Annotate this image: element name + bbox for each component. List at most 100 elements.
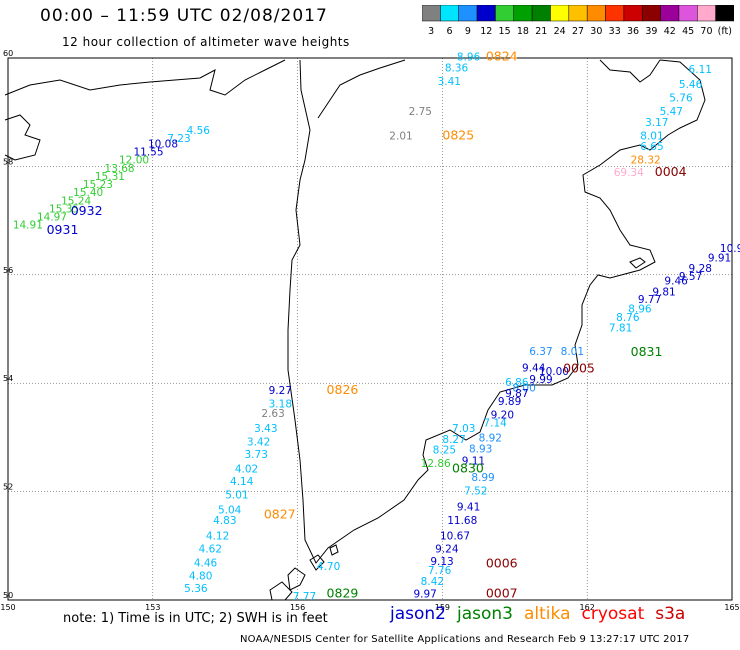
wave-height-value: 5.36	[184, 583, 208, 595]
wave-height-value: 4.56	[187, 125, 211, 137]
wave-height-value: 3.18	[269, 399, 292, 411]
wave-height-value: 3.41	[438, 76, 461, 88]
colorbar-label: 33	[609, 26, 621, 37]
wave-height-value: 4.14	[230, 476, 254, 488]
wave-height-value: 10.67	[440, 530, 470, 542]
wave-height-value: 2.01	[389, 130, 412, 142]
satellite-legend: jason2 jason3 altika cryosat s3a	[390, 604, 696, 624]
pass-time-label: 0826	[327, 382, 359, 397]
wave-height-value: 6.65	[640, 141, 663, 153]
longitude-label: 162	[580, 603, 595, 612]
wave-height-value: 3.42	[247, 437, 270, 449]
map-title: 00:00 – 11:59 UTC 02/08/2017	[40, 6, 328, 26]
wave-height-value: 6.86	[505, 377, 529, 389]
wave-height-colorbar: 3 6 9 12 15 18 21 24 27 30 33 36 39 42 45 70 (ft)	[422, 5, 734, 37]
colorbar-label: 21	[535, 26, 547, 37]
longitude-label: 153	[145, 603, 160, 612]
wave-height-value: 8.76	[616, 312, 640, 324]
wave-height-value: 8.96	[628, 304, 652, 316]
wave-height-labels: 8.968.363.412.752.016.115.465.765.473.17…	[13, 52, 740, 603]
wave-height-value: 8.92	[479, 433, 502, 445]
colorbar-swatch	[715, 5, 734, 22]
longitude-label: 159	[435, 603, 450, 612]
wave-height-value: 10.00	[539, 366, 569, 378]
wave-height-value: 4.70	[317, 561, 340, 573]
wave-height-value: 6.37	[529, 346, 552, 358]
colorbar-label: 18	[517, 26, 529, 37]
latitude-label: 54	[3, 374, 13, 383]
wave-height-value: 9.91	[708, 252, 731, 264]
wave-height-value: 9.20	[491, 409, 514, 421]
wave-height-value: 10.9	[720, 243, 740, 255]
colorbar-label: 12	[480, 26, 492, 37]
pass-time-label: 0830	[452, 461, 484, 476]
wave-height-value: 3.43	[254, 423, 277, 435]
colorbar-label: 9	[465, 26, 471, 37]
wave-height-value: 8.93	[469, 444, 492, 456]
wave-height-value: 7.52	[464, 485, 487, 497]
wave-height-value: 15.23	[83, 179, 113, 191]
wave-height-value: 69.34	[614, 167, 644, 179]
longitude-label: 156	[290, 603, 305, 612]
latitude-label: 56	[3, 266, 13, 275]
wave-height-value: 11.68	[447, 515, 477, 527]
wave-height-value: 7.81	[609, 323, 632, 335]
pass-time-label: 0824	[486, 49, 518, 64]
wave-height-value: 9.13	[430, 556, 453, 568]
pass-time-label: 0004	[655, 164, 687, 179]
pass-time-labels: 0824 0825 0004 0932 0931 0831 0005 0826 0830 0827…	[47, 49, 687, 601]
legend-item-s3a: s3a	[655, 604, 686, 624]
colorbar-label: 3	[428, 26, 434, 37]
wave-height-value: 15.31	[95, 171, 125, 183]
wave-height-value: 8.96	[457, 52, 481, 64]
footer-credit: NOAA/NESDIS Center for Satellite Applica…	[240, 634, 690, 645]
wave-height-value: 9.87	[505, 388, 528, 400]
wave-height-value: 4.02	[235, 464, 258, 476]
wave-height-value: 12.86	[421, 458, 451, 470]
colorbar-label: (ft)	[718, 26, 732, 37]
wave-height-value: 15.40	[73, 187, 103, 199]
wave-height-value: 10.08	[148, 138, 178, 150]
wave-height-value: 9.77	[638, 294, 661, 306]
wave-height-value: 9.81	[652, 286, 675, 298]
wave-height-value: 28.32	[631, 155, 661, 167]
wave-height-value: 3.73	[245, 449, 268, 461]
latitude-label: 60	[3, 49, 13, 58]
wave-height-value: 4.62	[199, 543, 222, 555]
wave-height-value: 9.28	[689, 263, 712, 275]
wave-height-value: 9.11	[462, 456, 485, 468]
wave-height-value: 13.68	[105, 163, 135, 175]
wave-height-value: 4.46	[194, 557, 218, 569]
wave-height-value: 8.00	[512, 382, 535, 394]
wave-height-value: 5.01	[225, 490, 248, 502]
wave-height-value: 8.99	[471, 472, 494, 484]
wave-height-value: 7.23	[167, 133, 190, 145]
wave-height-value: 6.11	[689, 64, 712, 76]
wave-height-value: 9.99	[529, 374, 552, 386]
wave-height-value: 4.80	[189, 570, 212, 582]
lat-lon-grid: 60 58 56 54 52 50 150 153 156 159 162 165	[0, 49, 739, 612]
wave-height-value: 9.57	[679, 271, 702, 283]
colorbar-label: 15	[499, 26, 511, 37]
colorbar-label: 30	[590, 26, 602, 37]
wave-height-value: 15.24	[61, 195, 91, 207]
longitude-label: 150	[0, 603, 15, 612]
wave-height-value: 2.75	[409, 106, 432, 118]
legend-item-altika: altika	[524, 604, 571, 624]
latitude-label: 50	[3, 591, 13, 600]
colorbar-label: 42	[664, 26, 676, 37]
legend-item-jason2: jason2	[390, 604, 446, 624]
wave-height-value: 5.76	[669, 92, 693, 104]
wave-height-value: 14.91	[13, 220, 43, 232]
colorbar-label: 70	[700, 26, 712, 37]
latitude-label: 58	[3, 157, 13, 166]
wave-height-value: 7.76	[428, 565, 452, 577]
wave-height-value: 15.35	[49, 203, 79, 215]
wave-height-value: 9.27	[269, 385, 292, 397]
latitude-label: 52	[3, 483, 13, 492]
legend-item-jason3: jason3	[457, 604, 513, 624]
pass-time-label: 0931	[47, 222, 79, 237]
wave-height-value: 3.17	[645, 117, 668, 129]
pass-time-label: 0827	[264, 507, 296, 522]
